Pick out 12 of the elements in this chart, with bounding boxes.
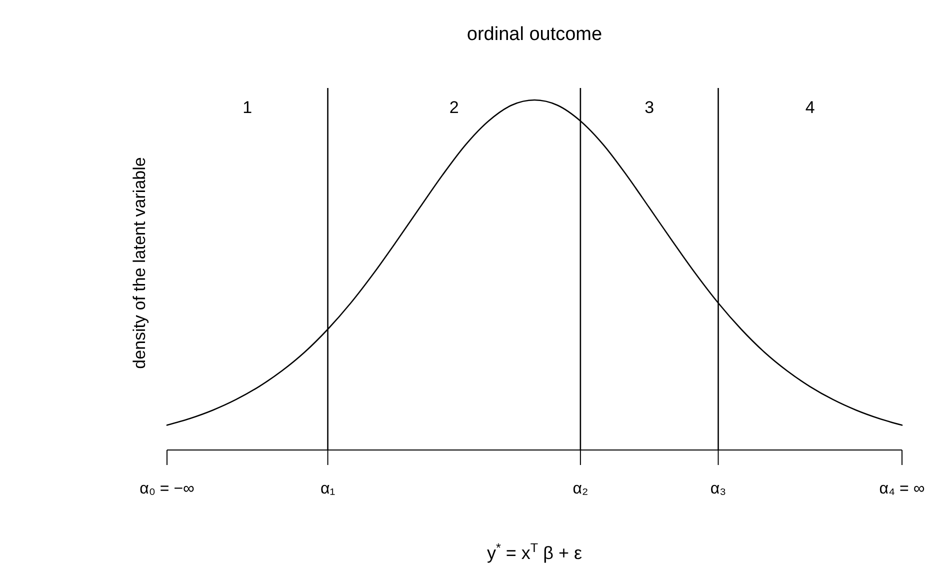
annotation: 2 bbox=[449, 98, 459, 117]
x-tick-label: α₂ bbox=[572, 480, 588, 498]
x-axis-title: y$^{*}$ = x$^{T}$ β + ε bbox=[486, 541, 582, 563]
annotation: 1 bbox=[242, 98, 252, 117]
x-tick-label: α₁ bbox=[320, 480, 336, 498]
x-tick-label: α₄ = ∞ bbox=[879, 480, 925, 498]
x-tick-label: α₃ bbox=[710, 480, 726, 498]
annotation: 3 bbox=[644, 98, 654, 117]
x-tick-label: α₀ = −∞ bbox=[140, 480, 194, 498]
chart-title: ordinal outcome bbox=[466, 24, 602, 45]
annotation: 4 bbox=[805, 98, 815, 117]
y-axis-title: density of the latent variable bbox=[130, 157, 149, 369]
